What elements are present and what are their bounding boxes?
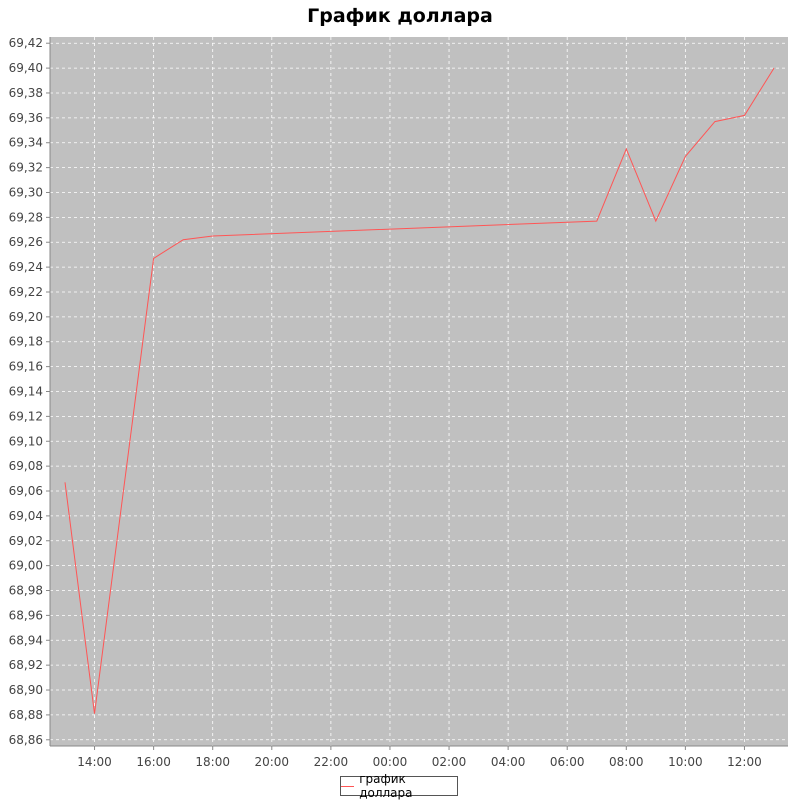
legend: график доллара (340, 772, 458, 800)
x-tick-label: 00:00 (373, 755, 408, 769)
y-tick-label: 69,04 (9, 509, 43, 523)
y-tick-label: 69,28 (9, 210, 43, 224)
y-tick-label: 69,20 (9, 310, 43, 324)
y-tick-label: 69,06 (9, 484, 43, 498)
y-tick-label: 69,08 (9, 459, 43, 473)
y-tick-label: 69,30 (9, 185, 43, 199)
y-tick-label: 69,40 (9, 61, 43, 75)
y-tick-label: 69,36 (9, 111, 43, 125)
y-tick-label: 69,18 (9, 335, 43, 349)
x-tick-label: 18:00 (195, 755, 230, 769)
legend-label: график доллара (359, 772, 413, 800)
chart-title: График доллара (307, 5, 493, 27)
y-tick-label: 69,10 (9, 434, 43, 448)
legend-swatch (341, 785, 355, 787)
y-tick-label: 68,90 (9, 683, 43, 697)
x-tick-label: 14:00 (77, 755, 112, 769)
x-tick-label: 06:00 (550, 755, 585, 769)
y-tick-label: 68,94 (9, 633, 43, 647)
y-tick-label: 69,02 (9, 534, 43, 548)
x-tick-label: 02:00 (432, 755, 467, 769)
y-tick-label: 69,26 (9, 235, 43, 249)
x-tick-label: 16:00 (136, 755, 171, 769)
y-tick-label: 68,96 (9, 608, 43, 622)
grid-layer (50, 37, 788, 746)
y-tick-label: 68,88 (9, 708, 43, 722)
y-tick-label: 69,16 (9, 360, 43, 374)
y-tick-label: 68,98 (9, 584, 43, 598)
y-tick-label: 69,24 (9, 260, 43, 274)
x-tick-label: 12:00 (727, 755, 762, 769)
y-tick-label: 68,86 (9, 733, 43, 747)
y-tick-label: 68,92 (9, 658, 43, 672)
y-tick-label: 69,00 (9, 559, 43, 573)
axis-layer: 68,86 68,88 68,90 68,92 68,94 68,96 68,98 69,00… (9, 36, 788, 769)
series-layer (64, 67, 775, 714)
x-tick-label: 04:00 (491, 755, 526, 769)
y-tick-label: 69,42 (9, 36, 43, 50)
x-tick-label: 22:00 (314, 755, 349, 769)
y-tick-label: 69,14 (9, 385, 43, 399)
x-tick-label: 20:00 (254, 755, 289, 769)
y-tick-label: 69,32 (9, 161, 43, 175)
x-tick-label: 08:00 (609, 755, 644, 769)
y-tick-label: 69,34 (9, 136, 43, 150)
y-tick-label: 69,12 (9, 409, 43, 423)
y-tick-label: 69,38 (9, 86, 43, 100)
series-line (64, 67, 775, 714)
x-tick-label: 10:00 (668, 755, 703, 769)
y-tick-label: 69,22 (9, 285, 43, 299)
